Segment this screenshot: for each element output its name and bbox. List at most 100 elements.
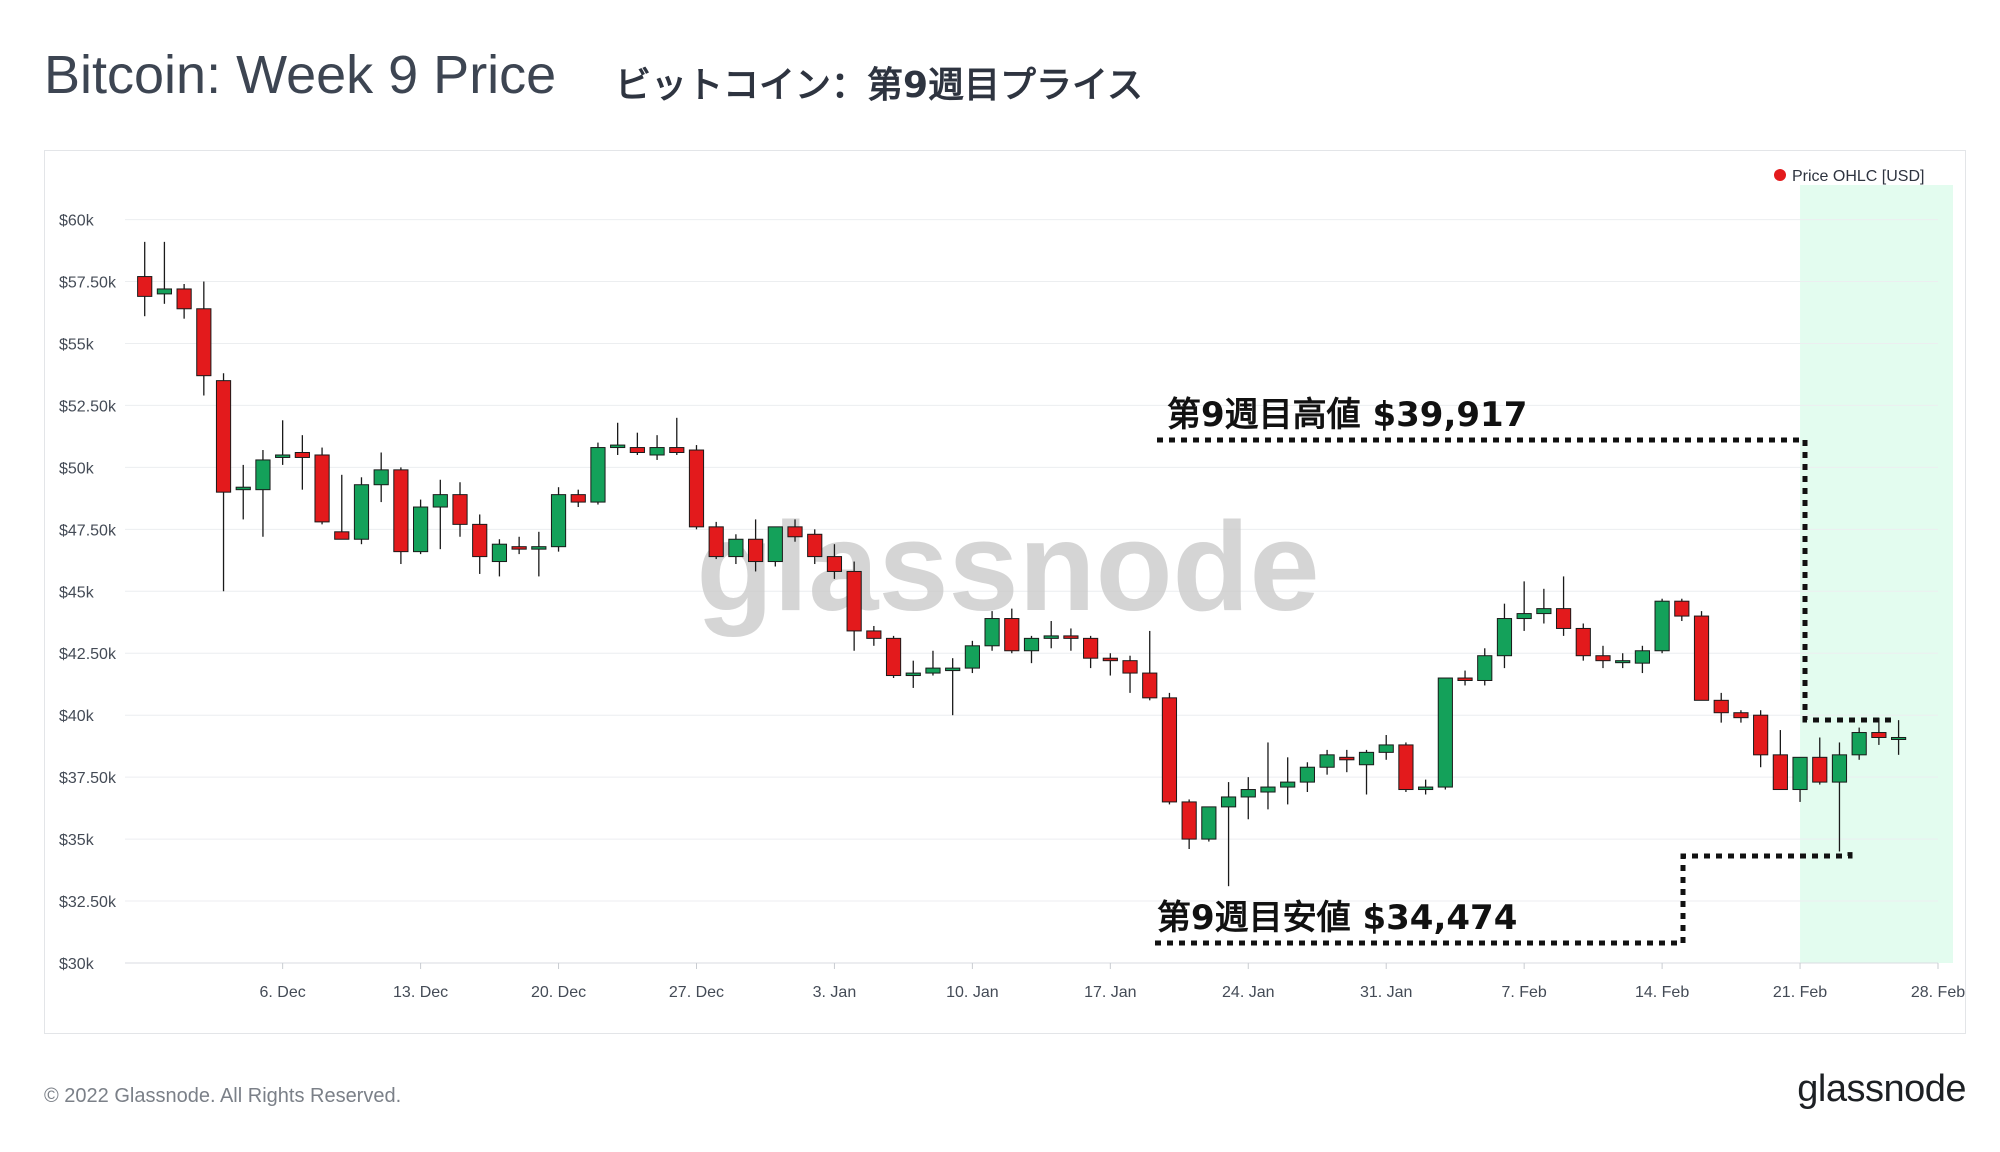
x-tick-label: 21. Feb <box>1773 984 1827 1001</box>
highlight-band <box>1800 185 1953 963</box>
candle-body <box>1260 786 1276 793</box>
candle-body <box>1654 600 1670 652</box>
y-tick-label: $30k <box>59 956 95 973</box>
low-annotation: 第9週目安値 $34,474 <box>1157 898 1517 938</box>
candle-body <box>1142 672 1158 699</box>
low-guide-line <box>1155 852 1853 946</box>
candle-body <box>432 494 448 508</box>
y-tick-label: $55k <box>59 336 95 353</box>
candle-body <box>1240 789 1256 798</box>
candle-body <box>1319 754 1335 768</box>
x-tick-label: 24. Jan <box>1222 984 1274 1001</box>
candle-body <box>1772 754 1788 791</box>
high-guide-line <box>1157 437 1895 723</box>
candle-body <box>275 454 291 458</box>
candle-body <box>1615 660 1631 664</box>
candle-body <box>137 276 153 297</box>
y-tick-label: $47.50k <box>59 522 117 539</box>
x-tick-label: 13. Dec <box>393 984 448 1001</box>
candle-body <box>1063 635 1079 639</box>
candle-body <box>925 667 941 674</box>
watermark-text: glassnode <box>696 496 1319 637</box>
candle-body <box>176 288 192 310</box>
candle-body <box>1083 637 1099 659</box>
x-tick-label: 17. Jan <box>1084 984 1136 1001</box>
x-tick-label: 31. Jan <box>1360 984 1412 1001</box>
x-tick-label: 28. Feb <box>1911 984 1965 1001</box>
candle-body <box>1477 655 1493 681</box>
candle-body <box>984 618 1000 647</box>
candle-body <box>807 533 823 558</box>
candle-body <box>590 447 606 503</box>
candle-body <box>1555 608 1572 629</box>
candle-body <box>1004 618 1020 652</box>
candle-body <box>1516 613 1532 620</box>
legend-label: Price OHLC [USD] <box>1792 168 1924 185</box>
x-tick-label: 14. Feb <box>1635 984 1689 1001</box>
candle-body <box>1299 766 1315 783</box>
candle-body <box>1536 608 1552 615</box>
candle-body <box>1023 637 1040 652</box>
candle-body <box>846 570 862 632</box>
candle-body <box>826 556 843 572</box>
candle-body <box>1575 627 1591 657</box>
candle-body <box>255 459 271 491</box>
candle-body <box>294 452 310 458</box>
candle-body <box>531 546 547 550</box>
candle-body <box>748 538 764 563</box>
candle-body <box>1831 754 1848 783</box>
candle-body <box>945 667 961 672</box>
candle-body <box>610 444 626 449</box>
candle-body <box>1595 655 1611 662</box>
candle-body <box>314 454 330 523</box>
candle-body <box>1418 786 1434 791</box>
x-tick-label: 20. Dec <box>531 984 586 1001</box>
candle-body <box>1102 657 1118 662</box>
candle-body <box>1457 677 1473 681</box>
x-tick-label: 3. Jan <box>813 984 857 1001</box>
candle-body <box>1122 660 1138 674</box>
candle-body <box>1753 714 1769 756</box>
candle-body <box>452 494 468 525</box>
candle-body <box>649 447 665 456</box>
y-tick-label: $35k <box>59 832 95 849</box>
candle-body <box>1339 756 1355 761</box>
y-tick-label: $37.50k <box>59 770 117 787</box>
page-subtitle: ビットコイン：第9週目プライス <box>615 65 1143 106</box>
high-annotation: 第9週目高値 $39,917 <box>1167 395 1527 435</box>
candle-body <box>413 506 429 553</box>
candle-body <box>1280 781 1296 788</box>
candle-body <box>393 469 409 553</box>
copyright-text: © 2022 Glassnode. All Rights Reserved. <box>44 1085 402 1107</box>
candle-body <box>570 494 586 503</box>
y-tick-label: $60k <box>59 213 95 230</box>
candle-body <box>885 637 902 677</box>
candle-body <box>905 672 921 677</box>
candle-body <box>1358 751 1375 766</box>
candle-body <box>1733 712 1749 719</box>
candle-body <box>334 531 350 540</box>
candle-body <box>964 645 980 669</box>
price-chart[interactable]: $30k $32.50k $35k $37.50k $40k $42.50k $45k $47… <box>0 0 2000 1040</box>
brand-logo: glassnode <box>1797 1068 1966 1110</box>
candle-body <box>156 288 173 295</box>
y-tick-label: $42.50k <box>59 646 117 663</box>
candle-body <box>1043 635 1059 639</box>
candle-body <box>235 486 251 491</box>
candle-body <box>373 469 389 486</box>
candle-body <box>196 308 212 377</box>
candle-body <box>1851 732 1867 756</box>
y-tick-label: $40k <box>59 708 95 725</box>
y-tick-label: $57.50k <box>59 275 117 292</box>
candle-body <box>215 380 232 493</box>
candle-body <box>511 546 527 550</box>
y-tick-label: $45k <box>59 584 95 601</box>
x-tick-label: 6. Dec <box>260 984 306 1001</box>
candle-body <box>1437 677 1453 788</box>
candle-body <box>629 447 645 454</box>
y-tick-label: $32.50k <box>59 894 117 911</box>
y-tick-label: $52.50k <box>59 398 117 415</box>
legend-dot <box>1774 169 1786 181</box>
y-tick-label: $50k <box>59 460 95 477</box>
candle-body <box>708 526 724 558</box>
